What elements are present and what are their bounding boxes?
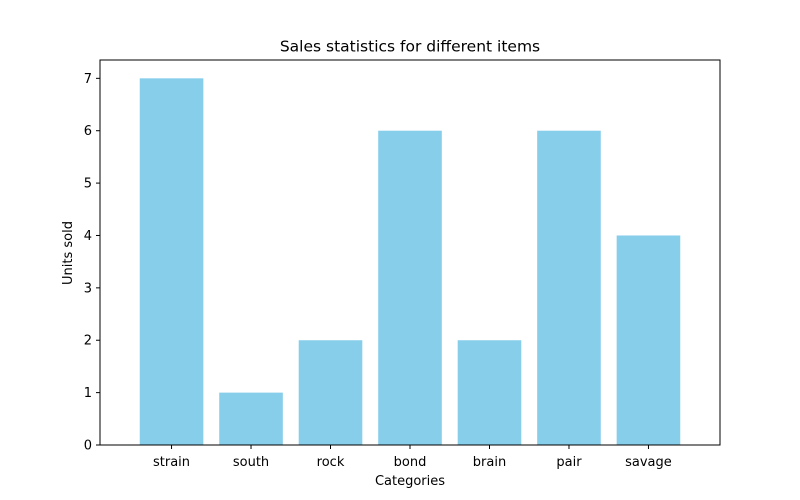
bars-layer <box>139 78 681 445</box>
y-tick-label: 1 <box>84 386 92 401</box>
x-tick-label: savage <box>625 455 672 470</box>
bar-strain <box>139 78 204 445</box>
bar-brain <box>457 340 522 445</box>
y-axis-label: Units sold <box>61 221 76 285</box>
bar-savage <box>616 235 681 445</box>
x-tick-label: south <box>233 455 269 470</box>
bar-bond <box>378 130 442 445</box>
y-tick-label: 2 <box>84 334 92 349</box>
bar-south <box>219 392 283 445</box>
chart-title: Sales statistics for different items <box>280 38 540 56</box>
y-tick-label: 7 <box>84 72 92 87</box>
x-axis-label: Categories <box>375 474 445 489</box>
y-axis: 0 1 2 3 4 5 6 7 <box>84 72 100 454</box>
y-tick-label: 5 <box>84 177 92 192</box>
x-tick-label: pair <box>556 455 582 470</box>
y-tick-label: 4 <box>84 229 92 244</box>
y-tick-label: 3 <box>84 281 92 296</box>
bar-rock <box>298 340 363 445</box>
x-axis: strain south rock bond brain pair savage <box>153 445 672 470</box>
x-tick-label: brain <box>473 455 506 470</box>
x-tick-label: strain <box>153 455 190 470</box>
bar-pair <box>537 130 601 445</box>
y-tick-label: 0 <box>84 439 92 454</box>
y-tick-label: 6 <box>84 124 92 139</box>
x-tick-label: bond <box>394 455 427 470</box>
x-tick-label: rock <box>317 455 345 470</box>
